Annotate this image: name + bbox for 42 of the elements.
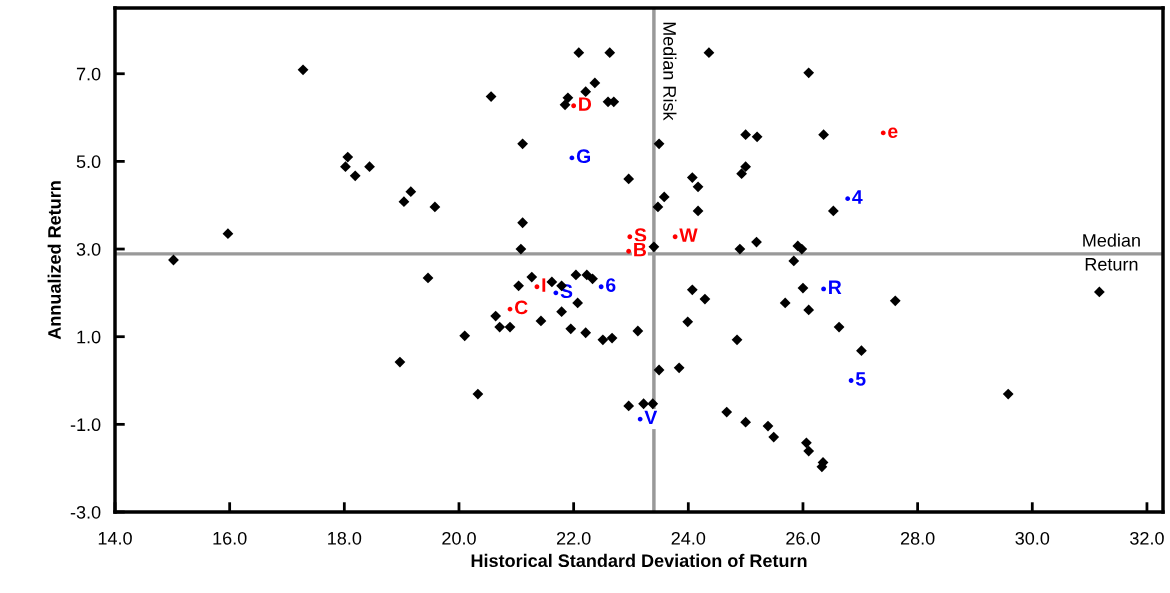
x-tick-label: 32.0: [1130, 531, 1164, 545]
point: [571, 103, 577, 109]
point: [672, 234, 678, 240]
series-label: W: [679, 228, 698, 242]
series-label: D: [579, 97, 592, 111]
ref-line-label: Median Risk: [663, 22, 677, 121]
series-label: 5: [855, 372, 866, 386]
point: [845, 196, 851, 202]
series-label: B: [634, 242, 647, 257]
x-tick-label: 24.0: [671, 531, 706, 545]
point: [598, 284, 604, 290]
x-tick-label: 14.0: [98, 531, 132, 545]
series-label: V: [644, 410, 658, 425]
point: [627, 234, 633, 240]
y-tick-label: -1.0: [70, 418, 101, 432]
series-label: 6: [606, 278, 616, 292]
point: [626, 248, 632, 254]
point: [880, 130, 886, 136]
series-label: 4: [852, 190, 863, 204]
x-tick-label: 18.0: [328, 531, 362, 545]
point: [848, 378, 854, 383]
x-tick-label: 28.0: [900, 531, 935, 545]
x-tick-label: 26.0: [786, 531, 820, 545]
x-axis-title: Historical Standard Deviation of Return: [471, 553, 807, 568]
point: [534, 284, 540, 290]
y-axis-title: Annualized Return: [47, 181, 61, 340]
x-tick-label: 16.0: [213, 531, 247, 545]
series-label: e: [888, 127, 898, 139]
ref-line-label: Median Return: [1083, 233, 1140, 271]
series-label: G: [576, 149, 591, 164]
series-label: I: [542, 278, 546, 292]
x-tick-label: 20.0: [442, 531, 476, 545]
y-tick-label: -3.0: [70, 505, 101, 519]
y-tick-label: 1.0: [77, 330, 101, 344]
series-label: R: [829, 280, 842, 294]
x-tick-label: 22.0: [556, 531, 591, 545]
y-tick-label: 5.0: [76, 155, 101, 169]
series-label: C: [514, 300, 528, 315]
y-tick-label: 3.0: [76, 242, 101, 256]
y-tick-label: 7.0: [76, 67, 101, 81]
series-label: S: [634, 228, 647, 242]
x-tick-label: 30.0: [1015, 531, 1050, 545]
